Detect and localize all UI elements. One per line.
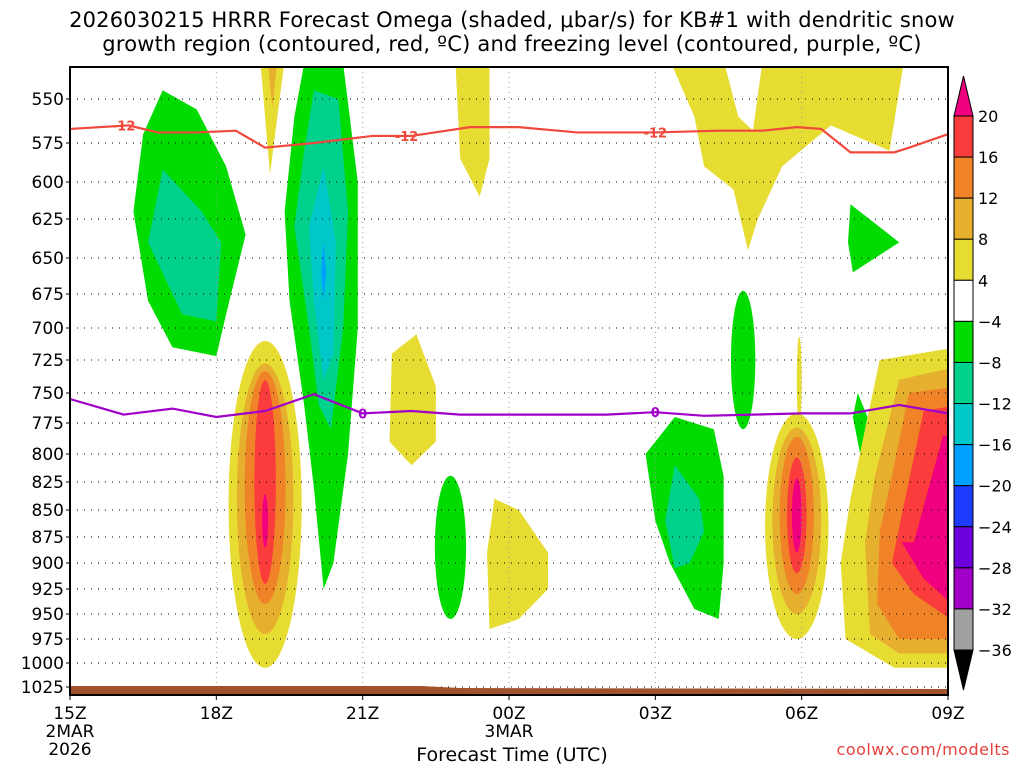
omega-cell (791, 478, 802, 553)
y-tick-label: 875 (32, 528, 64, 548)
x-tick-label: 21Z (346, 704, 379, 724)
x-tick-label: 15Z (53, 704, 86, 724)
chart-title-line-1: 2026030215 HRRR Forecast Omega (shaded, … (69, 8, 955, 32)
colorbar-label: −20 (978, 477, 1012, 496)
omega-cell (487, 498, 549, 629)
ground-surface (70, 686, 948, 695)
colorbar-box (953, 567, 974, 610)
colorbar-label: −28 (978, 559, 1012, 578)
x-tick-sublabel: 3MAR (485, 722, 534, 742)
y-tick-label: 775 (32, 414, 64, 434)
omega-cell (852, 393, 868, 454)
colorbar-label: −36 (978, 641, 1012, 660)
chart-title-line-2: growth region (contoured, red, ºC) and f… (102, 32, 922, 56)
contour-label: -12 (112, 120, 136, 135)
colorbar-box (953, 156, 974, 199)
omega-cell (665, 465, 705, 569)
colorbar-box (953, 279, 974, 322)
colorbar-box (953, 608, 974, 651)
freezing-level-contour (70, 393, 948, 419)
colorbar-label: 8 (978, 230, 988, 249)
omega-cell (260, 67, 284, 175)
colorbar-label: −16 (978, 436, 1012, 455)
contour-label: 0 (651, 406, 660, 421)
colorbar-box (953, 361, 974, 405)
colorbar-label: −8 (978, 353, 1002, 372)
colorbar-box (953, 197, 974, 240)
ground-band (70, 686, 948, 695)
y-axis: 550 575 600 625 650 675 700 725 750 775 800 825 850 8… (21, 90, 70, 698)
dendritic-growth-contour (70, 124, 948, 154)
y-tick-label: 700 (32, 319, 64, 339)
y-tick-label: 600 (32, 173, 64, 193)
credit-link[interactable]: coolwx.com/modelts (836, 740, 1010, 759)
colorbar-min-triangle (953, 649, 974, 691)
y-tick-label: 975 (32, 630, 64, 650)
y-tick-label: 950 (32, 605, 64, 625)
y-tick-label: 625 (32, 210, 64, 230)
y-tick-label: 550 (32, 90, 64, 110)
contour-label: 0 (358, 407, 367, 422)
contour-lines: -12 -12 -12 0 0 (70, 120, 948, 422)
omega-cell (389, 334, 436, 466)
y-tick-label: 1025 (21, 678, 64, 698)
x-tick-label: 03Z (639, 704, 672, 724)
colorbar-max-triangle (953, 75, 974, 117)
omega-cell (901, 435, 948, 601)
omega-cell (262, 494, 269, 548)
colorbar-label: 12 (978, 189, 998, 208)
colorbar-label: −12 (978, 395, 1012, 414)
x-tick-label: 09Z (931, 704, 964, 724)
omega-cell (254, 380, 276, 584)
x-tick-sublabel: 2MAR (46, 722, 95, 742)
colorbar-box (953, 485, 974, 528)
colorbar-box (953, 115, 974, 158)
omega-cell (848, 204, 900, 273)
omega-shading (133, 67, 948, 668)
contour-label: -12 (644, 126, 668, 141)
x-tick-label: 06Z (785, 704, 818, 724)
colorbar-box (953, 526, 974, 569)
y-tick-label: 925 (32, 580, 64, 600)
y-tick-label: 675 (32, 285, 64, 305)
omega-cell (148, 169, 222, 322)
y-tick-label: 1000 (21, 654, 64, 674)
omega-cell (268, 67, 277, 108)
x-tick-label: 18Z (200, 704, 233, 724)
colorbar-label: −24 (978, 518, 1012, 537)
y-tick-label: 650 (32, 249, 64, 269)
omega-cell (672, 67, 904, 251)
contour-label: -12 (395, 130, 419, 145)
omega-cell (725, 67, 762, 131)
colorbar-label: 4 (978, 271, 988, 290)
colorbar-box (953, 238, 974, 281)
y-tick-label: 575 (32, 134, 64, 154)
omega-cell (321, 242, 327, 301)
x-tick-sublabel: 2026 (48, 740, 91, 760)
y-tick-label: 750 (32, 384, 64, 404)
omega-cell (455, 67, 490, 197)
y-tick-label: 800 (32, 445, 64, 465)
y-tick-label: 900 (32, 554, 64, 574)
colorbar-box (953, 444, 974, 487)
y-tick-label: 825 (32, 473, 64, 493)
colorbar-label: −32 (978, 600, 1012, 619)
y-tick-label: 850 (32, 501, 64, 521)
x-axis-title: Forecast Time (UTC) (416, 744, 608, 766)
colorbar-box (953, 320, 974, 363)
omega-cell (796, 336, 802, 423)
colorbar-label: −4 (978, 312, 1002, 331)
colorbar-box (953, 403, 974, 446)
omega-cell (434, 475, 467, 619)
colorbar-label: 20 (978, 107, 998, 126)
x-tick-label: 00Z (492, 704, 525, 724)
colorbar: 20 16 12 8 4 −4 −8 −12 −16 −20 −24 −28 −32 −36 (953, 75, 1012, 691)
omega-cell (730, 290, 756, 430)
y-tick-label: 725 (32, 351, 64, 371)
colorbar-label: 16 (978, 148, 998, 167)
